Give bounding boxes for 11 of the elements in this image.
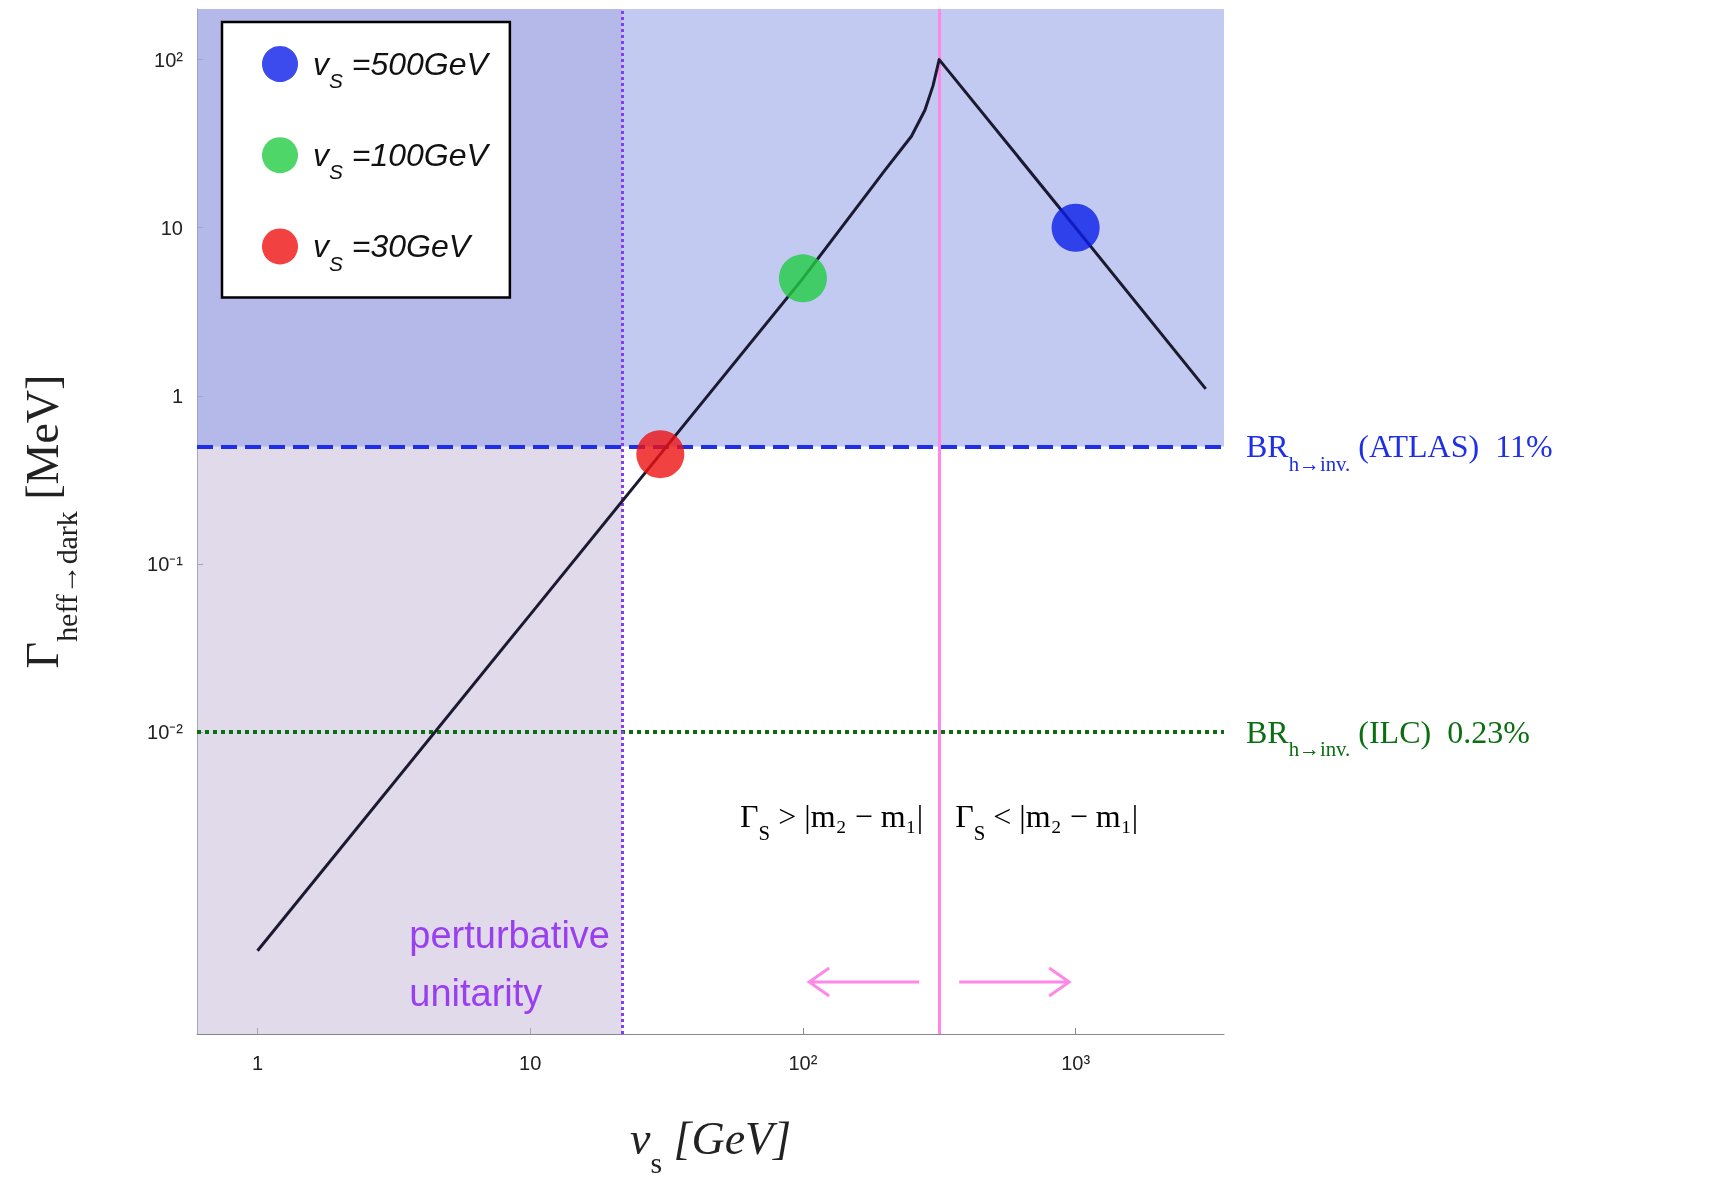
y-tick-label: 1	[171, 384, 183, 407]
y-tick-label: 10²	[154, 48, 184, 71]
y-axis-title: Γheff→dark [MeV]	[17, 374, 84, 669]
band-label: perturbative unitarity	[409, 914, 610, 1014]
x-tick-label: 10	[519, 1052, 542, 1074]
y-tick-label: 10	[160, 216, 183, 239]
x-tick-label: 10²	[788, 1052, 818, 1074]
y-tick-label: 10⁻²	[147, 721, 184, 744]
x-tick-label: 10³	[1061, 1052, 1091, 1074]
y-tick-label: 10⁻¹	[147, 552, 184, 575]
x-tick-label: 1	[251, 1052, 264, 1074]
